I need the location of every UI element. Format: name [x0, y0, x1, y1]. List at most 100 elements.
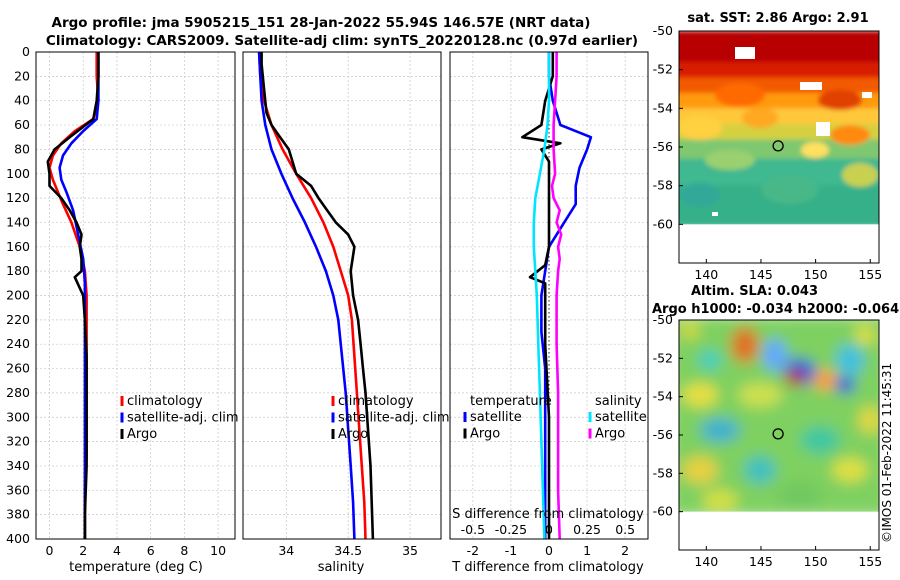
temperature-panel: 0204060801001201401601802002202402602803…	[6, 44, 238, 575]
legend-label: satellite-adj. clim	[338, 411, 450, 426]
sla-blob	[855, 325, 875, 345]
temperature-series-satellite-adj	[58, 52, 100, 539]
map-y-tick-label: -50	[653, 23, 673, 38]
map-x-tick-label: 140	[694, 554, 718, 569]
legend-label: Argo	[595, 427, 625, 442]
sla-map-ticks: -50 -52 -54 -56 -58 -60 140 145 150 155	[653, 312, 883, 569]
map-y-tick-label: -58	[653, 465, 673, 480]
depth-tick-label: 360	[6, 482, 30, 497]
depth-tick-label: 340	[6, 458, 30, 473]
sst-blob	[842, 163, 878, 187]
depth-tick-label: 260	[6, 361, 30, 376]
map-x-tick-label: 140	[694, 267, 718, 282]
sla-blob	[738, 383, 782, 407]
temperature-lines	[46, 52, 100, 539]
depth-tick-label: 60	[14, 117, 30, 132]
sla-blob	[813, 370, 837, 390]
temperature-grid	[36, 51, 235, 540]
map-x-tick-label: 155	[858, 267, 882, 282]
sst-blob	[762, 176, 818, 204]
depth-tick-label: 200	[6, 288, 30, 303]
s-difference-tick-labels: -0.5 -0.25 0 0.25 0.5	[461, 522, 635, 537]
legend-label: climatology	[338, 394, 414, 409]
title-line-1: Argo profile: jma 5905215_151 28-Jan-202…	[52, 15, 591, 31]
depth-tick-label: 380	[6, 507, 30, 522]
difference-lines	[520, 52, 593, 539]
sst-map-ticks: -50 -52 -54 -56 -58 -60 140 145 150 155	[653, 23, 883, 282]
sla-blob	[835, 377, 855, 393]
x-tick-label: 35	[402, 543, 418, 558]
temperature-axes-box	[35, 51, 236, 540]
map-y-tick-label: -54	[653, 100, 673, 115]
sst-blob	[679, 116, 722, 140]
sst-blob	[680, 183, 720, 207]
depth-tick-label: 300	[6, 409, 30, 424]
sst-missing-patch	[800, 82, 822, 90]
sla-map-panel: Altim. SLA: 0.043 Argo h1000: -0.034 h20…	[652, 284, 899, 569]
sst-blob	[742, 108, 778, 128]
sst-missing-patch	[735, 47, 755, 59]
x-tick-label: 2	[621, 543, 629, 558]
depth-tick-label: 0	[22, 44, 30, 59]
sst-blob	[801, 142, 829, 158]
temperature-xlabel: temperature (deg C)	[69, 560, 203, 575]
sst-map-axes-box	[678, 30, 880, 264]
sla-no-data-area	[679, 511, 879, 550]
sst-argo-marker	[772, 140, 784, 152]
legend-label: Argo	[127, 427, 157, 442]
salinity-series-argo	[260, 52, 375, 539]
sla-argo-marker	[772, 428, 784, 440]
s-tick-label: -0.5	[461, 522, 485, 537]
map-y-tick-label: -54	[653, 389, 673, 404]
depth-tick-label: 80	[14, 141, 30, 156]
depth-tick-label: 100	[6, 166, 30, 181]
x-tick-label: 1	[583, 543, 591, 558]
temperature-tick-labels: 0 2 4 6 8 10	[46, 543, 227, 558]
depth-tick-label: 240	[6, 336, 30, 351]
depth-tick-label: 160	[6, 239, 30, 254]
difference-axes-box	[449, 51, 649, 540]
map-y-tick-label: -52	[653, 350, 673, 365]
sla-blob	[778, 483, 822, 507]
sla-blob	[836, 344, 864, 376]
x-tick-label: 4	[113, 543, 121, 558]
salinity-series-satellite-adj	[257, 52, 356, 539]
sla-blob	[763, 339, 787, 371]
sla-blob	[731, 327, 759, 363]
map-x-tick-label: 145	[749, 554, 773, 569]
sst-missing-patch	[816, 122, 830, 136]
s-tick-label: -0.25	[495, 522, 527, 537]
map-y-tick-label: -60	[653, 504, 673, 519]
depth-tick-labels: 0 20 40 60 80 100 120 140 160 180 200 220 240 260 280 3…	[6, 44, 30, 546]
map-x-tick-label: 150	[804, 554, 828, 569]
x-tick-label: 34	[278, 543, 294, 558]
map-x-tick-label: 150	[804, 267, 828, 282]
sla-blob	[700, 418, 740, 442]
s-tick-label: 0	[545, 522, 553, 537]
depth-tick-label: 320	[6, 434, 30, 449]
difference-panel: -2 -1 0 1 2 -0.5 -0.25 0 0.25 0.5 S difference f…	[449, 51, 649, 575]
map-y-tick-label: -60	[653, 216, 673, 231]
legend-label: climatology	[127, 394, 203, 409]
salinity-lines	[257, 52, 375, 539]
x-tick-label: -1	[505, 543, 517, 558]
title-line-2: Climatology: CARS2009. Satellite-adj cli…	[46, 33, 638, 49]
sla-blob	[698, 350, 722, 370]
difference-legend: temperature salinitysatelliteArgosatellit…	[463, 394, 647, 442]
sla-blob	[744, 456, 776, 484]
depth-tick-label: 40	[14, 93, 30, 108]
sla-field-blur	[679, 320, 879, 517]
salinity-tick-labels: 34 34.5 35	[278, 543, 418, 558]
depth-tick-label: 280	[6, 385, 30, 400]
depth-tick-label: 140	[6, 214, 30, 229]
sla-blob	[785, 370, 805, 386]
sst-blob	[830, 125, 870, 145]
x-tick-label: -2	[467, 543, 479, 558]
sla-field	[679, 320, 879, 550]
map-y-tick-label: -52	[653, 62, 673, 77]
sst-map-title: sat. SST: 2.86 Argo: 2.91	[687, 11, 868, 26]
legend-header-salinity: salinity	[595, 394, 642, 409]
map-y-tick-label: -50	[653, 312, 673, 327]
salinity-xlabel: salinity	[318, 560, 365, 575]
